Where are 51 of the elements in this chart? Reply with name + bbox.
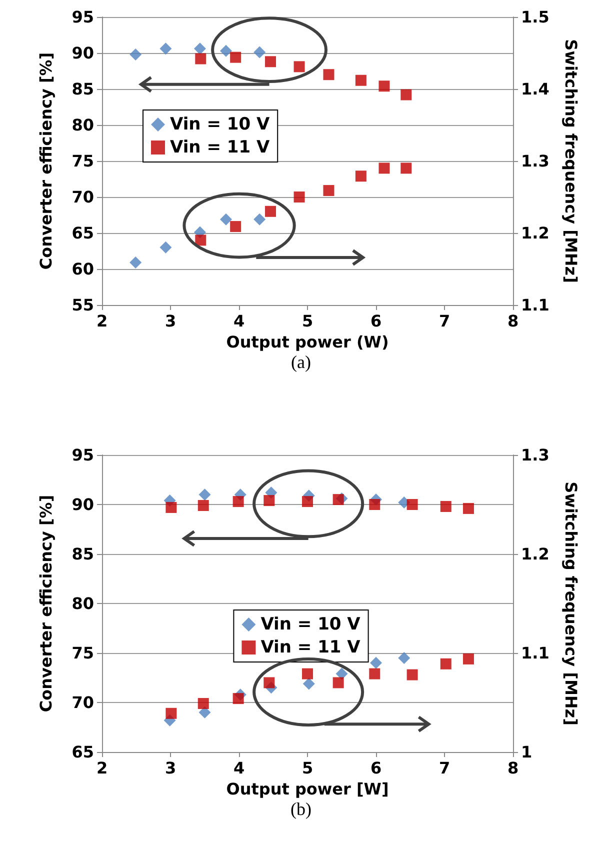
y-tick-label: 55 bbox=[72, 296, 94, 314]
y-tick-label: 85 bbox=[72, 80, 94, 98]
y-tick-label: 65 bbox=[72, 742, 94, 762]
x-tick-label: 4 bbox=[233, 312, 245, 330]
y2-axis-title: Switching frequency [MHz] bbox=[562, 39, 580, 283]
legend-label: Vin = 11 V bbox=[170, 138, 270, 158]
y-tick-label: 60 bbox=[72, 260, 94, 278]
legend-label: Vin = 11 V bbox=[260, 638, 362, 658]
y2-tick-label: 1.3 bbox=[521, 152, 550, 170]
text: (a) bbox=[291, 352, 311, 372]
y2-tick-label: 1.2 bbox=[521, 224, 550, 242]
y2-tick-label: 1.5 bbox=[521, 8, 550, 26]
x-tick-label: 2 bbox=[96, 312, 108, 330]
y2-tick-label: 1.4 bbox=[521, 80, 550, 98]
x-tick-label: 3 bbox=[164, 758, 176, 778]
x-tick-label: 3 bbox=[164, 312, 176, 330]
y-tick-label: 65 bbox=[72, 224, 94, 242]
text: (b) bbox=[290, 799, 312, 819]
x-tick-label: 8 bbox=[507, 758, 519, 778]
y2-tick-label: 1.2 bbox=[521, 544, 550, 564]
y-tick-label: 90 bbox=[72, 495, 94, 514]
y2-axis-title: Switching frequency [MHz] bbox=[562, 482, 580, 726]
y-tick-label: 95 bbox=[72, 8, 94, 26]
y-tick-label: 70 bbox=[72, 188, 94, 206]
y-tick-label: 75 bbox=[72, 644, 94, 662]
y2-tick-label: 1.1 bbox=[521, 296, 550, 314]
x-tick-label: 7 bbox=[438, 312, 450, 330]
x-tick-label: 8 bbox=[507, 312, 519, 330]
x-tick-label: 4 bbox=[233, 758, 245, 778]
y-tick-label: 85 bbox=[72, 544, 94, 564]
y-tick-label: 80 bbox=[72, 116, 94, 134]
y2-tick-label: 1 bbox=[521, 742, 532, 762]
x-axis-title: Output power [W] bbox=[226, 779, 389, 798]
x-tick-label: 7 bbox=[438, 758, 450, 778]
y-tick-label: 75 bbox=[72, 152, 94, 170]
y-axis-title: Converter efficiency [%] bbox=[36, 494, 56, 712]
y-tick-label: 80 bbox=[72, 594, 94, 613]
x-tick-label: 2 bbox=[96, 758, 108, 778]
y-axis-title: Converter efficiency [%] bbox=[36, 52, 56, 270]
legend-label: Vin = 10 V bbox=[260, 614, 362, 634]
y2-tick-label: 1.1 bbox=[521, 644, 550, 662]
x-tick-label: 5 bbox=[302, 758, 314, 778]
x-tick-label: 6 bbox=[370, 312, 382, 330]
y-tick-label: 95 bbox=[72, 446, 94, 464]
y-tick-label: 70 bbox=[72, 693, 94, 712]
x-tick-label: 6 bbox=[370, 758, 382, 778]
y-tick-label: 90 bbox=[72, 44, 94, 62]
x-axis-title: Output power (W) bbox=[226, 332, 389, 352]
y2-tick-label: 1.3 bbox=[521, 446, 550, 464]
legend-label: Vin = 10 V bbox=[170, 114, 270, 134]
x-tick-label: 5 bbox=[302, 312, 314, 330]
